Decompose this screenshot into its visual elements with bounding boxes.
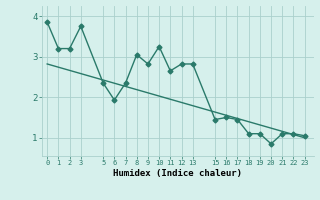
- X-axis label: Humidex (Indice chaleur): Humidex (Indice chaleur): [113, 169, 242, 178]
